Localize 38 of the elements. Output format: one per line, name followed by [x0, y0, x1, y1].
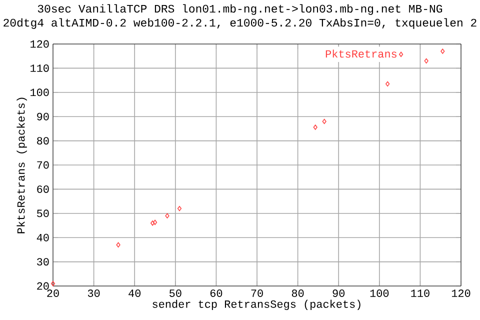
y-tick-label: 60: [37, 185, 49, 193]
y-tick-label: 90: [37, 112, 49, 120]
y-tick-label: 40: [36, 234, 49, 242]
x-tick-label: 40: [128, 290, 141, 297]
x-tick-label: 90: [332, 290, 345, 297]
x-axis-title: sender tcp RetransSegs (packets): [152, 300, 360, 310]
x-tick-label: 60: [210, 290, 222, 297]
point: [386, 81, 390, 87]
chart-title: 30sec VanillaTCP DRS lon01.mb-ng.net->lon03.mb-ng.net MB-NG: [38, 4, 442, 15]
y-tick-label: 110: [30, 64, 49, 72]
point: [177, 206, 182, 212]
legend-label: PktsRetrans: [326, 50, 396, 58]
chart-subtitle: 20dtg4 altAIMD-0.2 web100-2.2.1, e1000-5.2.20 TxAbsIn=0, txqueuelen 2: [4, 18, 476, 29]
x-tick-label: 50: [170, 290, 182, 297]
point: [165, 213, 170, 218]
y-axis-title: PktsRetrans (packets): [16, 98, 27, 234]
point: [440, 48, 445, 54]
point: [322, 118, 326, 124]
y-tick-label: 100: [30, 88, 49, 96]
point: [50, 280, 56, 286]
x-tick-label: 80: [292, 290, 304, 297]
point: [150, 220, 155, 226]
y-tick-label: 50: [37, 210, 49, 218]
x-tick-label: 100: [370, 290, 389, 297]
point: [152, 220, 158, 225]
x-tick-label: 120: [452, 290, 470, 297]
x-tick-label: 20: [47, 290, 59, 297]
point: [424, 58, 428, 64]
x-tick-label: 110: [411, 290, 430, 297]
x-tick-label: 30: [88, 290, 100, 297]
y-tick-label: 80: [37, 137, 49, 145]
y-tick-label: 120: [30, 40, 49, 48]
y-tick-label: 30: [37, 258, 49, 266]
y-tick-label: 20: [37, 282, 49, 290]
x-tick-label: 70: [251, 290, 263, 297]
point: [313, 124, 318, 130]
y-tick-label: 70: [37, 161, 49, 169]
point: [116, 242, 120, 248]
